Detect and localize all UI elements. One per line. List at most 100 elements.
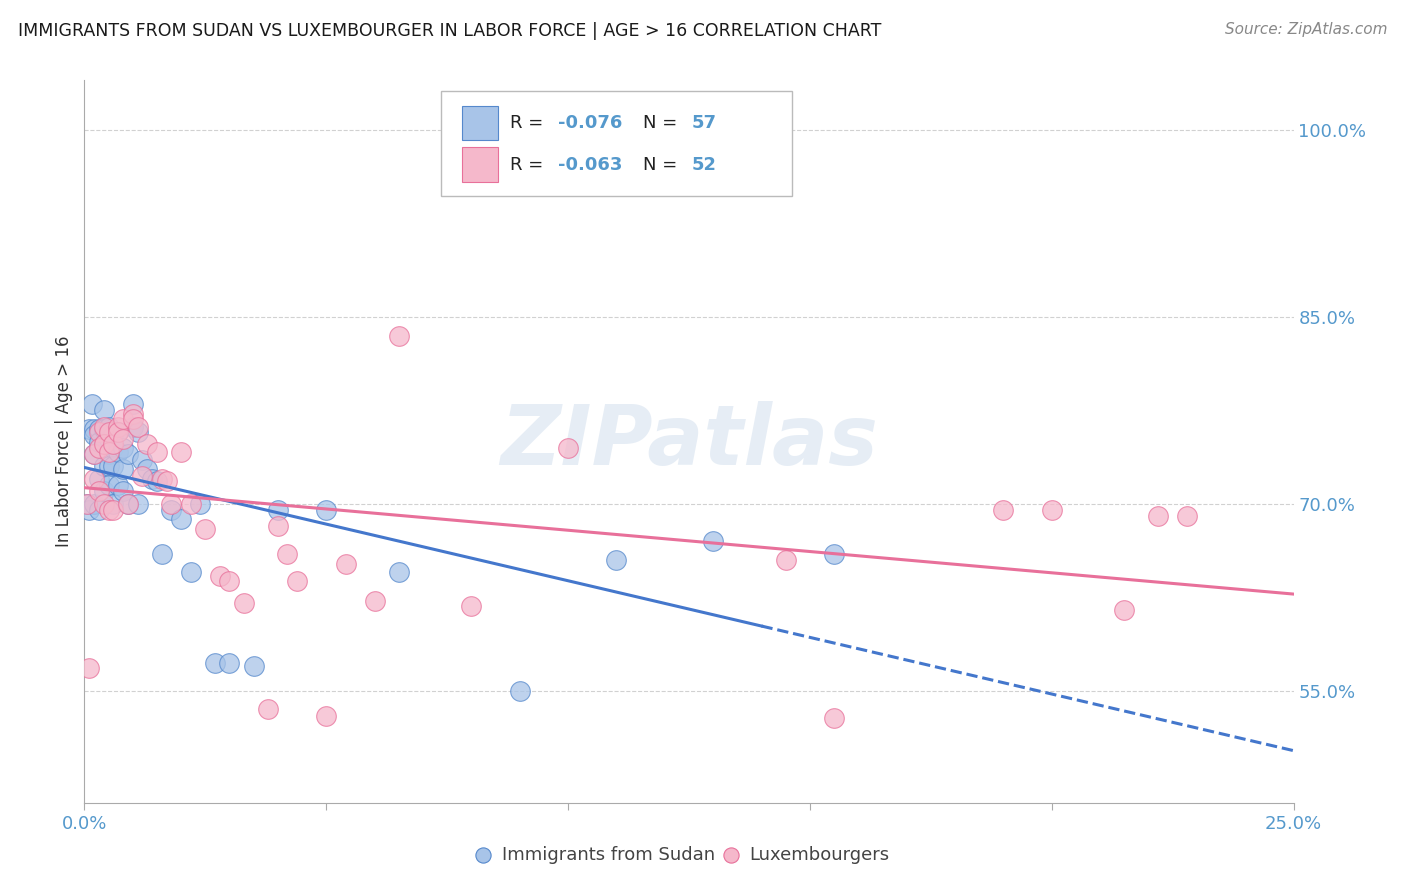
- Point: [180, 497, 202, 511]
- Point: [97, 419, 120, 434]
- Point: [107, 478, 129, 492]
- Point: [775, 553, 797, 567]
- Point: [87, 484, 110, 499]
- Point: [93, 437, 115, 451]
- Point: [315, 708, 337, 723]
- Text: -0.076: -0.076: [558, 114, 623, 132]
- Point: [136, 437, 159, 451]
- Point: [97, 425, 120, 439]
- Point: [388, 566, 411, 580]
- Point: [80, 397, 103, 411]
- Point: [180, 566, 202, 580]
- Point: [83, 428, 105, 442]
- Text: Luxembourgers: Luxembourgers: [749, 846, 890, 863]
- Point: [121, 407, 143, 421]
- Point: [97, 478, 120, 492]
- Text: 57: 57: [692, 114, 717, 132]
- Point: [160, 503, 183, 517]
- Point: [97, 432, 120, 446]
- Point: [93, 459, 115, 474]
- Text: N =: N =: [643, 114, 683, 132]
- Point: [276, 547, 298, 561]
- Text: N =: N =: [643, 156, 683, 174]
- Point: [127, 425, 149, 439]
- Point: [103, 497, 125, 511]
- Point: [155, 475, 177, 489]
- Text: IMMIGRANTS FROM SUDAN VS LUXEMBOURGER IN LABOR FORCE | AGE > 16 CORRELATION CHAR: IMMIGRANTS FROM SUDAN VS LUXEMBOURGER IN…: [18, 22, 882, 40]
- Point: [117, 497, 139, 511]
- Text: ZIPatlas: ZIPatlas: [501, 401, 877, 482]
- Point: [218, 574, 240, 588]
- Point: [204, 657, 226, 671]
- Point: [107, 444, 129, 458]
- Point: [117, 497, 139, 511]
- Point: [190, 497, 212, 511]
- Point: [1175, 509, 1198, 524]
- Bar: [461, 105, 498, 140]
- Point: [150, 547, 173, 561]
- Point: [83, 447, 105, 461]
- Point: [93, 403, 115, 417]
- Point: [83, 422, 105, 436]
- Point: [194, 522, 217, 536]
- Point: [87, 472, 110, 486]
- Point: [112, 432, 135, 446]
- Point: [557, 441, 579, 455]
- Point: [103, 437, 125, 451]
- Point: [131, 453, 153, 467]
- Point: [121, 419, 143, 434]
- Point: [107, 425, 129, 439]
- Point: [93, 484, 115, 499]
- Point: [141, 472, 163, 486]
- Point: [267, 519, 290, 533]
- Point: [170, 444, 193, 458]
- Point: [233, 597, 256, 611]
- FancyBboxPatch shape: [441, 91, 792, 196]
- Point: [117, 447, 139, 461]
- Point: [127, 497, 149, 511]
- Point: [315, 503, 337, 517]
- Point: [127, 419, 149, 434]
- Point: [335, 557, 357, 571]
- Point: [83, 497, 105, 511]
- Text: Immigrants from Sudan: Immigrants from Sudan: [502, 846, 714, 863]
- Point: [242, 658, 264, 673]
- Point: [103, 459, 125, 474]
- Point: [121, 397, 143, 411]
- Point: [93, 419, 115, 434]
- Point: [83, 447, 105, 461]
- Point: [97, 444, 120, 458]
- Point: [146, 444, 169, 458]
- Text: R =: R =: [510, 156, 548, 174]
- Point: [1114, 603, 1136, 617]
- Point: [93, 437, 115, 451]
- Point: [1147, 509, 1170, 524]
- Point: [97, 503, 120, 517]
- Point: [363, 594, 385, 608]
- Text: 52: 52: [692, 156, 717, 174]
- Point: [823, 547, 845, 561]
- Point: [93, 422, 115, 436]
- Point: [170, 512, 193, 526]
- Point: [388, 328, 411, 343]
- Y-axis label: In Labor Force | Age > 16: In Labor Force | Age > 16: [55, 335, 73, 548]
- Text: -0.063: -0.063: [558, 156, 623, 174]
- Point: [112, 412, 135, 426]
- Point: [285, 574, 308, 588]
- Point: [267, 503, 290, 517]
- Point: [97, 459, 120, 474]
- Point: [107, 419, 129, 434]
- Point: [257, 702, 280, 716]
- Point: [1040, 503, 1063, 517]
- Point: [131, 469, 153, 483]
- Point: [103, 503, 125, 517]
- Point: [107, 425, 129, 439]
- Point: [112, 484, 135, 499]
- Text: R =: R =: [510, 114, 548, 132]
- Point: [87, 422, 110, 436]
- Point: [103, 441, 125, 455]
- Point: [146, 475, 169, 489]
- Point: [77, 661, 100, 675]
- Point: [103, 428, 125, 442]
- Point: [87, 503, 110, 517]
